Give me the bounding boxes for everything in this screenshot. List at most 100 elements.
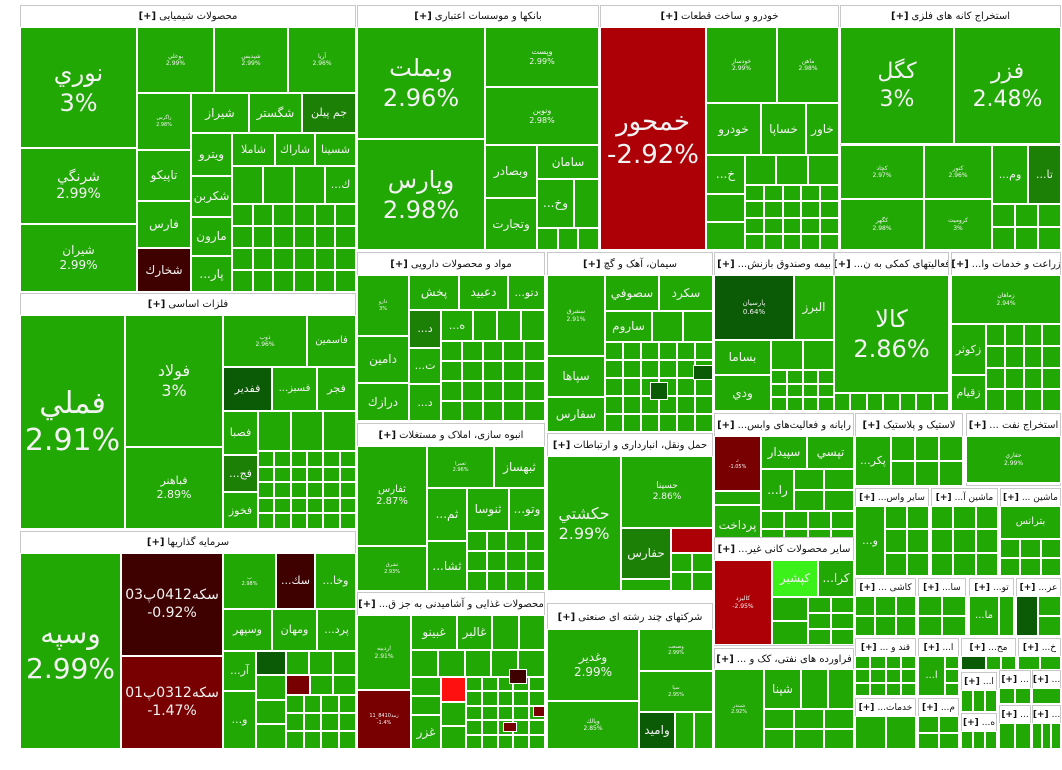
- stock-tile[interactable]: [294, 226, 315, 248]
- stock-tile[interactable]: [677, 414, 695, 432]
- stock-tile[interactable]: [291, 498, 307, 513]
- stock-tile[interactable]: [818, 397, 834, 411]
- stock-tile[interactable]: [482, 720, 498, 735]
- expand-sector-button[interactable]: [+]: [922, 703, 938, 713]
- expand-sector-button[interactable]: [+]: [862, 419, 881, 431]
- sector-header[interactable]: [+] بانکها و موسسات اعتباری: [358, 6, 598, 27]
- stock-tile[interactable]: وتو...: [509, 488, 545, 531]
- stock-tile[interactable]: [621, 579, 671, 591]
- stock-tile[interactable]: [986, 346, 1005, 368]
- stock-tile[interactable]: [273, 270, 294, 292]
- stock-tile[interactable]: زمد8410_11 -1.4%: [357, 690, 411, 749]
- stock-tile[interactable]: [641, 360, 659, 378]
- stock-tile[interactable]: [901, 656, 916, 669]
- stock-tile[interactable]: آريا 2.96%: [288, 27, 356, 93]
- stock-tile[interactable]: [605, 414, 623, 432]
- sector-header[interactable]: [+] ا...: [962, 673, 996, 691]
- stock-tile[interactable]: ثنوسا: [467, 488, 509, 531]
- stock-tile[interactable]: [274, 482, 291, 498]
- stock-tile[interactable]: [462, 381, 483, 401]
- stock-tile[interactable]: [483, 341, 503, 361]
- stock-tile[interactable]: زقيام: [951, 375, 986, 411]
- stock-tile[interactable]: ثشا...: [427, 541, 467, 591]
- stock-tile[interactable]: [286, 695, 304, 713]
- stock-tile[interactable]: [931, 529, 953, 553]
- stock-tile[interactable]: [1042, 723, 1051, 749]
- stock-tile[interactable]: [820, 185, 839, 201]
- stock-tile[interactable]: [1042, 389, 1061, 411]
- stock-tile[interactable]: خساپا: [761, 103, 806, 155]
- stock-tile[interactable]: [918, 616, 942, 636]
- stock-tile[interactable]: [339, 731, 356, 749]
- stock-tile[interactable]: [803, 384, 818, 397]
- sector-header[interactable]: [+] فلزات اساسی: [21, 294, 355, 315]
- sector-header[interactable]: [+]...: [1000, 671, 1030, 689]
- stock-tile[interactable]: فاسمين: [307, 315, 356, 367]
- stock-tile[interactable]: [482, 735, 498, 749]
- expand-sector-button[interactable]: [+]: [923, 583, 939, 593]
- stock-tile[interactable]: شكربن: [191, 176, 232, 217]
- stock-tile[interactable]: [483, 401, 503, 421]
- stock-tile[interactable]: [985, 690, 997, 712]
- expand-sector-button[interactable]: [+]: [138, 11, 157, 22]
- stock-tile[interactable]: [503, 381, 524, 401]
- stock-tile[interactable]: [1038, 227, 1061, 250]
- stock-tile[interactable]: [706, 194, 745, 222]
- sector-header[interactable]: [+]...: [1033, 671, 1060, 689]
- stock-tile[interactable]: ك...: [325, 166, 356, 204]
- stock-tile[interactable]: [623, 360, 641, 378]
- stock-tile[interactable]: [855, 683, 870, 696]
- stock-tile[interactable]: [294, 270, 315, 292]
- stock-tile[interactable]: [335, 204, 356, 226]
- stock-tile[interactable]: كگل 3%: [840, 27, 954, 144]
- stock-tile[interactable]: [831, 613, 854, 629]
- stock-tile[interactable]: [745, 234, 764, 250]
- stock-tile[interactable]: [309, 651, 333, 675]
- stock-tile[interactable]: [855, 616, 875, 636]
- stock-tile[interactable]: [764, 201, 783, 218]
- stock-tile[interactable]: ب 2.98%: [223, 553, 276, 609]
- stock-tile[interactable]: [745, 155, 776, 185]
- stock-tile[interactable]: آر...: [223, 651, 256, 691]
- stock-tile[interactable]: [942, 616, 966, 636]
- stock-tile[interactable]: [623, 396, 641, 414]
- expand-sector-button[interactable]: [+]: [1001, 710, 1018, 720]
- stock-tile[interactable]: سپيدار: [761, 436, 807, 469]
- stock-tile[interactable]: [776, 155, 808, 185]
- stock-tile[interactable]: [487, 531, 506, 551]
- expand-sector-button[interactable]: [+]: [859, 493, 875, 503]
- stock-tile[interactable]: [918, 716, 939, 733]
- stock-tile[interactable]: [441, 702, 466, 726]
- sector-header[interactable]: [+] عر...: [1017, 579, 1060, 597]
- sector-header[interactable]: [+]...: [1033, 706, 1060, 724]
- stock-tile[interactable]: [1024, 368, 1042, 389]
- stock-tile[interactable]: [315, 248, 335, 270]
- stock-tile[interactable]: [273, 248, 294, 270]
- stock-tile[interactable]: [441, 401, 462, 421]
- stock-tile[interactable]: سامان: [537, 145, 599, 179]
- stock-tile[interactable]: [986, 389, 1005, 411]
- stock-tile[interactable]: [824, 469, 854, 490]
- sector-header[interactable]: [+] م...: [919, 699, 958, 717]
- stock-tile[interactable]: [462, 401, 483, 421]
- stock-tile[interactable]: [323, 467, 340, 482]
- expand-sector-button[interactable]: [+]: [660, 11, 678, 22]
- stock-tile[interactable]: ذوب 2.96%: [223, 315, 307, 367]
- stock-tile[interactable]: [524, 401, 545, 421]
- stock-tile[interactable]: [323, 451, 340, 467]
- stock-tile[interactable]: [605, 378, 623, 396]
- stock-tile[interactable]: [503, 401, 524, 421]
- stock-tile[interactable]: [482, 677, 498, 691]
- stock-tile[interactable]: شگستر: [249, 93, 302, 133]
- stock-tile[interactable]: [885, 553, 907, 576]
- stock-tile[interactable]: [764, 709, 794, 729]
- stock-tile[interactable]: [961, 656, 986, 670]
- stock-tile[interactable]: [901, 669, 916, 683]
- stock-tile[interactable]: وخ...: [537, 179, 574, 228]
- stock-tile[interactable]: [659, 396, 677, 414]
- stock-tile[interactable]: شاملا: [232, 133, 275, 166]
- stock-tile[interactable]: [307, 451, 323, 467]
- stock-tile[interactable]: [939, 716, 959, 733]
- stock-tile[interactable]: شبندر 2.92%: [714, 669, 764, 749]
- stock-tile[interactable]: فسبز...: [272, 367, 317, 411]
